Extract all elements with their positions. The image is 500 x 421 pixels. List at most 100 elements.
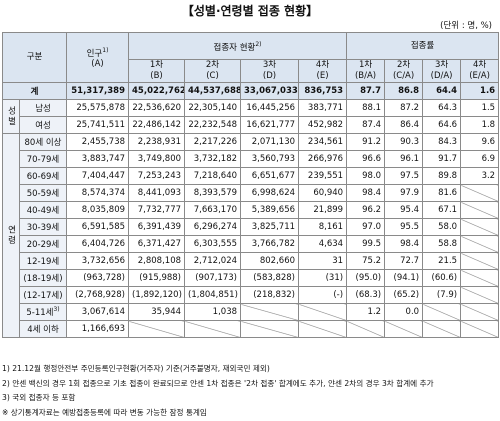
row-label: 여성 <box>18 116 68 134</box>
value-cell: (963,728) <box>66 269 130 287</box>
value-cell: 22,232,548 <box>184 116 242 134</box>
value-cell: 8,393,579 <box>184 184 242 202</box>
table-row: 12-19세 3,732,656 2,808,108 2,712,024 802,660… <box>3 252 500 270</box>
value-cell: 452,982 <box>298 116 348 134</box>
row-label-text: 80세 이상 <box>24 138 62 148</box>
value-cell: (94.1) <box>384 269 424 287</box>
value-cell: 1.5 <box>460 99 500 117</box>
value-cell: 6,404,726 <box>66 235 130 253</box>
value-cell: 6,371,427 <box>128 235 186 253</box>
value-cell: (907,173) <box>184 269 242 287</box>
value-cell: 7,663,170 <box>184 201 242 219</box>
value-cell: (7.9) <box>422 286 462 304</box>
value-cell: 22,486,142 <box>128 116 186 134</box>
value-cell: 7,218,640 <box>184 167 242 185</box>
empty-cell <box>460 320 500 338</box>
header-row: 구분 인구1) (A) 접종자 현황2) 접종률 <box>1 32 500 83</box>
value-cell: 6,998,624 <box>240 184 300 202</box>
value-cell: 21,899 <box>298 201 348 219</box>
row-label-text: 40-49세 <box>26 206 60 216</box>
table-row: 5-11세3) 3,067,614 35,944 1,038 1.2 0.0 <box>3 303 500 321</box>
empty-cell <box>460 201 500 219</box>
value-cell: 2,712,024 <box>184 252 242 270</box>
value-cell: 91.2 <box>346 133 386 151</box>
value-cell: 91.7 <box>422 150 462 168</box>
empty-cell <box>422 303 462 321</box>
header-text: 2차 <box>396 60 411 71</box>
row-label-text: 20-29세 <box>26 240 60 250</box>
header-code: (B) <box>150 71 163 81</box>
value-cell: 3,825,711 <box>240 218 300 236</box>
value-cell: 45,022,762 <box>128 82 186 100</box>
header-code: (C/A) <box>392 71 415 81</box>
header-cell: 4차 (E/A) <box>460 59 500 83</box>
value-cell: 3,766,782 <box>240 235 300 253</box>
empty-cell <box>298 320 348 338</box>
value-cell: 16,445,256 <box>240 99 300 117</box>
table-row: 50-59세 8,574,374 8,441,093 8,393,579 6,998,6… <box>3 184 500 202</box>
value-cell: 81.6 <box>422 184 462 202</box>
header-code: (B/A) <box>354 71 377 81</box>
value-cell: (1,892,120) <box>128 286 186 304</box>
empty-cell <box>240 303 300 321</box>
value-cell: 33,067,033 <box>240 82 300 100</box>
row-label: (12-17세) <box>18 286 68 304</box>
value-cell: 88.1 <box>346 99 386 117</box>
value-cell: 87.7 <box>346 82 386 100</box>
value-cell: 58.0 <box>422 218 462 236</box>
header-cell: 접종률 <box>346 32 500 60</box>
value-cell: 22,305,140 <box>184 99 242 117</box>
note: 3) 국외 접종자 등 포함 <box>2 393 76 402</box>
empty-cell <box>460 269 500 287</box>
table-row: 계 51,317,389 45,022,762 44,537,688 33,067,03… <box>1 82 500 100</box>
value-cell: 0.0 <box>384 303 424 321</box>
header-cell: 3차 (D/A) <box>422 59 462 83</box>
value-cell: 7,253,243 <box>128 167 186 185</box>
value-cell: 1.8 <box>460 116 500 134</box>
row-label-text: 계 <box>30 87 39 97</box>
value-cell: 266,976 <box>298 150 348 168</box>
value-cell: 97.0 <box>346 218 386 236</box>
value-cell: 64.3 <box>422 99 462 117</box>
value-cell: 234,561 <box>298 133 348 151</box>
value-cell: 97.5 <box>384 167 424 185</box>
row-label-note: 3) <box>53 306 60 314</box>
value-cell: 1,038 <box>184 303 242 321</box>
value-cell: (68.3) <box>346 286 386 304</box>
row-label: 5-11세3) <box>18 303 68 321</box>
value-cell: 64.4 <box>422 82 462 100</box>
row-label: 60-69세 <box>18 167 68 185</box>
value-cell: (31) <box>298 269 348 287</box>
value-cell: 72.7 <box>384 252 424 270</box>
group-label: 성별 <box>2 99 20 134</box>
value-cell: 8,161 <box>298 218 348 236</box>
row-label: 40-49세 <box>18 201 68 219</box>
value-cell: 44,537,688 <box>184 82 242 100</box>
header-text: 2차 <box>205 60 220 71</box>
header-text: 3차 <box>434 60 449 71</box>
empty-cell <box>240 320 300 338</box>
table-row: 연령 80세 이상 2,455,738 2,238,931 2,217,226 2,071… <box>2 133 500 338</box>
header-text: 3차 <box>262 60 277 71</box>
value-cell: (-) <box>298 286 348 304</box>
value-cell: 86.4 <box>384 116 424 134</box>
value-cell: 99.5 <box>346 235 386 253</box>
value-cell: 95.5 <box>384 218 424 236</box>
row-label-text: (12-17세) <box>23 291 63 301</box>
notes: 1) 21.12월 행정안전부 주민등록인구현황(거주자) 기준(거주불명자, … <box>2 362 434 420</box>
header-cell: 2차 (C/A) <box>384 59 424 83</box>
note: 1) 21.12월 행정안전부 주민등록인구현황(거주자) 기준(거주불명자, … <box>2 364 270 373</box>
row-label: 50-59세 <box>18 184 68 202</box>
header-text: 4차 <box>472 60 487 71</box>
value-cell: 16,621,777 <box>240 116 300 134</box>
value-cell: 3,560,793 <box>240 150 300 168</box>
row-label: 4세 이하 <box>18 320 68 338</box>
value-cell: 67.1 <box>422 201 462 219</box>
header-code: (E) <box>316 71 329 81</box>
value-cell: 3,749,800 <box>128 150 186 168</box>
empty-cell <box>460 218 500 236</box>
value-cell: 90.3 <box>384 133 424 151</box>
value-cell: 3,732,182 <box>184 150 242 168</box>
